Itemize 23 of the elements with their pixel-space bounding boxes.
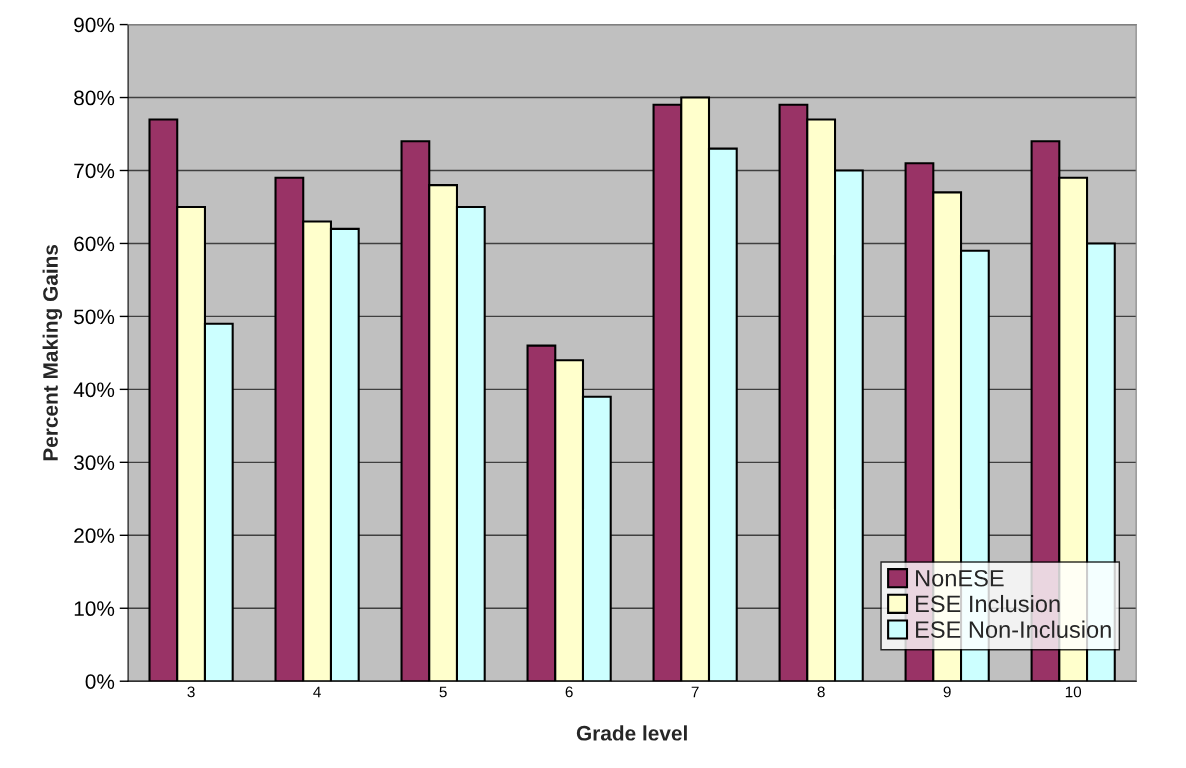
y-tick-label: 30% — [73, 455, 115, 471]
y-tick-label: 50% — [74, 309, 115, 325]
x-tick-label: 3 — [187, 686, 195, 698]
x-tick-label: 9 — [943, 686, 951, 698]
y-tick-label: 70% — [74, 163, 115, 179]
y-tick-label: 90% — [74, 17, 115, 33]
y-tick-label: 20% — [74, 528, 115, 544]
x-tick-label: 10 — [1065, 686, 1082, 698]
x-tick-label: 4 — [313, 686, 321, 698]
legend-label: NonESE — [916, 569, 1004, 587]
legend-label: ESE Non-Inclusion — [916, 620, 1111, 638]
y-tick-label: 0% — [85, 674, 115, 689]
x-axis-title: Grade level — [576, 725, 687, 741]
y-tick-label: 80% — [74, 90, 115, 106]
x-tick-label: 8 — [817, 686, 825, 698]
y-tick-label: 60% — [74, 236, 115, 252]
x-tick-label: 7 — [691, 686, 699, 698]
y-tick-label: 10% — [74, 601, 115, 617]
x-tick-label: 5 — [439, 686, 447, 698]
y-axis-title: Percent Making Gains — [42, 244, 63, 461]
x-tick-label: 6 — [565, 686, 573, 698]
y-tick-label: 40% — [73, 382, 115, 398]
legend-label: ESE Inclusion — [916, 594, 1060, 613]
